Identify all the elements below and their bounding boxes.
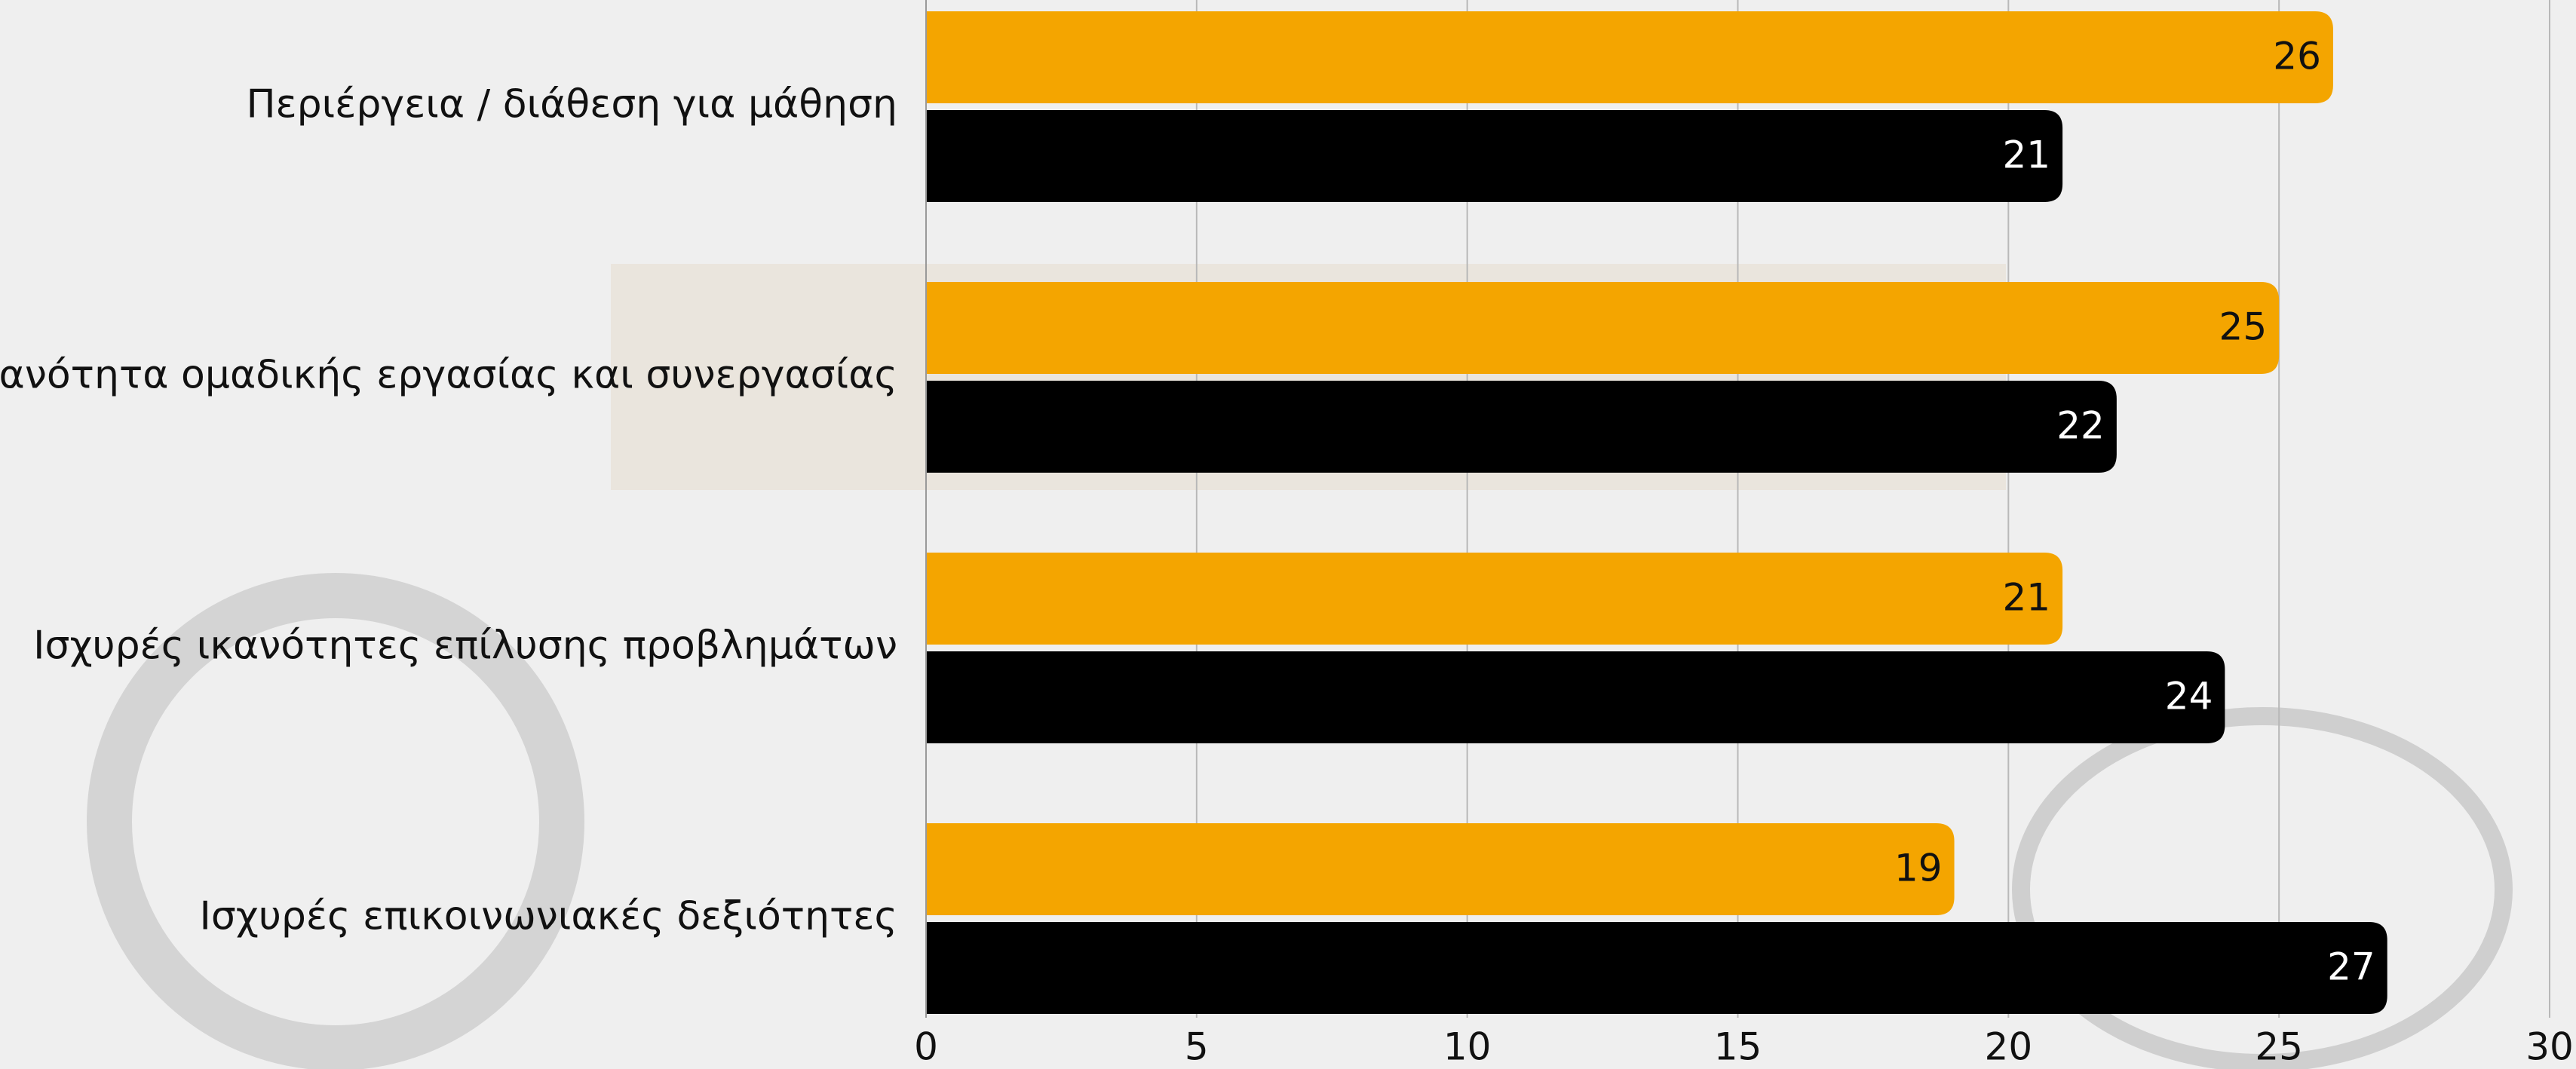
- background-glasses: [2012, 707, 2513, 1069]
- value-label: 25: [2219, 305, 2268, 349]
- background-magnifier: [87, 573, 584, 1069]
- value-label: 19: [1894, 847, 1943, 890]
- bar: [926, 553, 2063, 645]
- x-tick-label: 15: [1714, 1025, 1762, 1069]
- value-label: 26: [2273, 35, 2321, 78]
- bar: [926, 381, 2117, 473]
- bar: [926, 11, 2333, 103]
- bar: [926, 823, 1955, 915]
- x-tick-label: 30: [2525, 1025, 2574, 1069]
- y-tick-label: Περιέργεια / διάθεση για μάθηση: [246, 82, 897, 127]
- bar: [926, 922, 2387, 1014]
- x-tick-label: 10: [1443, 1025, 1492, 1069]
- value-label: 21: [2002, 576, 2050, 620]
- value-label: 22: [2056, 404, 2105, 448]
- y-tick-label: Ισχυρές επικοινωνιακές δεξιότητες: [200, 894, 898, 939]
- y-tick-label: Ισχυρές ικανότητες επίλυσης προβλημάτων: [33, 623, 897, 669]
- value-label: 27: [2327, 945, 2375, 989]
- x-tick-label: 5: [1185, 1025, 1209, 1069]
- bar: [926, 110, 2063, 202]
- x-tick-label: 20: [1985, 1025, 2033, 1069]
- bar: [926, 282, 2280, 374]
- value-label: 21: [2002, 133, 2050, 177]
- bar: [926, 651, 2225, 743]
- x-tick-label: 0: [914, 1025, 938, 1069]
- y-tick-label: Ικανότητα ομαδικής εργασίας και συνεργασ…: [0, 353, 897, 398]
- value-label: 24: [2165, 675, 2213, 718]
- x-tick-label: 25: [2255, 1025, 2303, 1069]
